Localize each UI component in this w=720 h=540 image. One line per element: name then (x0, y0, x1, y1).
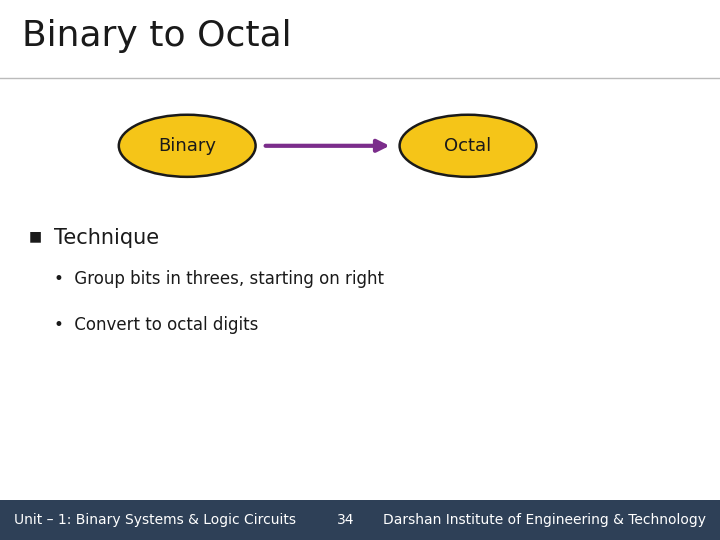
Text: Technique: Technique (54, 228, 159, 248)
Bar (0, 500, 720, 540)
Text: 34: 34 (337, 513, 354, 526)
Text: •  Group bits in threes, starting on right: • Group bits in threes, starting on righ… (54, 270, 384, 288)
Text: Octal: Octal (444, 137, 492, 155)
Text: Binary to Octal: Binary to Octal (22, 19, 291, 53)
Text: ■: ■ (29, 230, 42, 244)
Ellipse shape (400, 115, 536, 177)
Text: Darshan Institute of Engineering & Technology: Darshan Institute of Engineering & Techn… (382, 513, 706, 526)
FancyArrowPatch shape (266, 141, 385, 151)
Text: Binary: Binary (158, 137, 216, 155)
Text: •  Convert to octal digits: • Convert to octal digits (54, 316, 258, 334)
Text: Unit – 1: Binary Systems & Logic Circuits: Unit – 1: Binary Systems & Logic Circuit… (14, 513, 297, 526)
Ellipse shape (119, 115, 256, 177)
